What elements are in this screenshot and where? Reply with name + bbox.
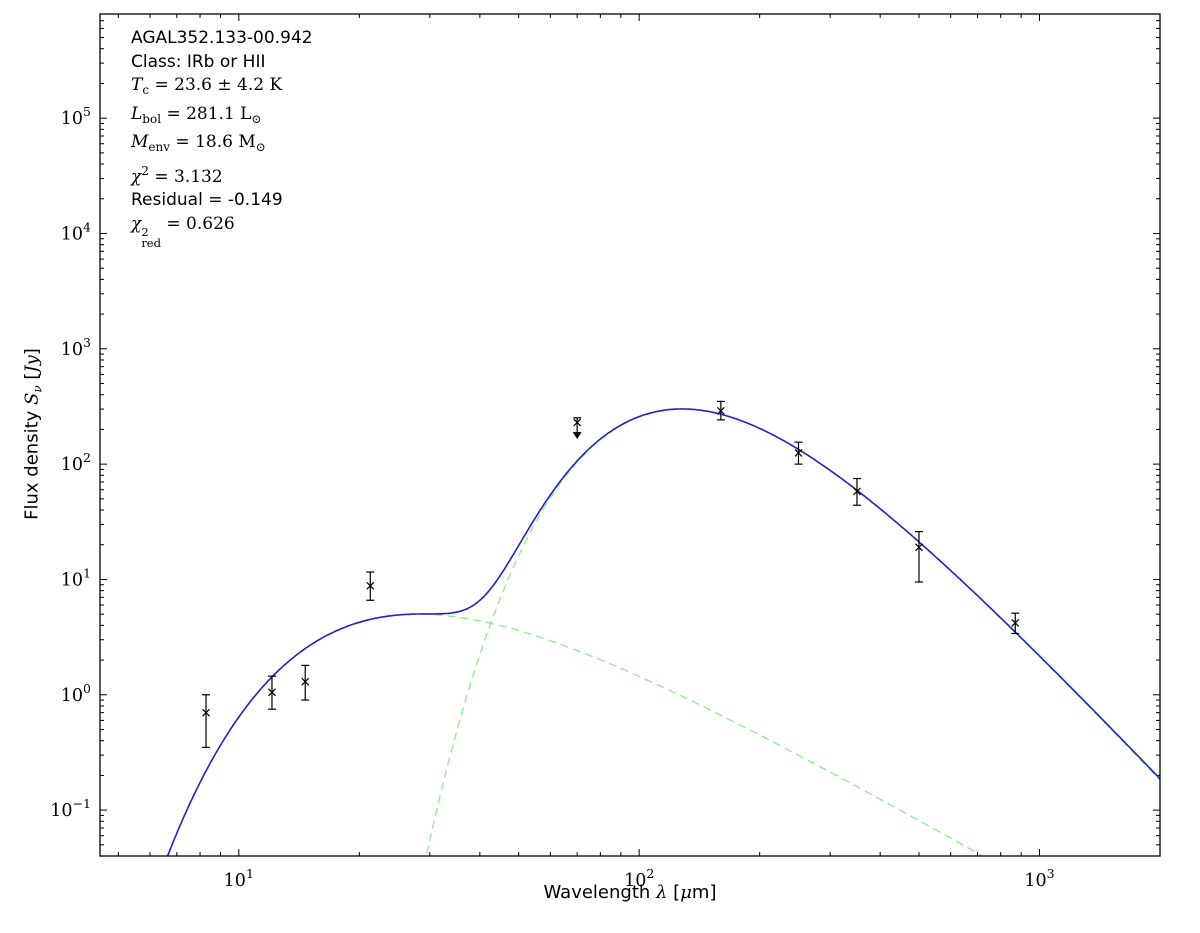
- menv-value: = 18.6 M: [170, 132, 256, 152]
- x-tick-label: 103: [1024, 866, 1054, 891]
- data-points: [202, 400, 1020, 748]
- data-point: [852, 477, 861, 506]
- y-tick-label: 100: [61, 681, 91, 706]
- chi2red-value: = 0.626: [160, 213, 235, 234]
- temperature-line: Tc = 23.6 ± 4.2 K: [131, 74, 313, 103]
- sun-symbol: ⊙: [255, 140, 266, 154]
- chi-exponent: 2: [141, 224, 149, 239]
- data-point: [301, 664, 310, 701]
- data-point: [716, 400, 725, 421]
- fit-info-block: AGAL352.133-00.942 Class: IRb or HII Tc …: [131, 27, 313, 249]
- down-arrow-icon: [572, 432, 582, 440]
- y-tick-label: 102: [61, 450, 91, 475]
- model-curves: [166, 408, 1160, 856]
- y-tick-label: 105: [61, 104, 91, 129]
- x-tick-label: 102: [624, 866, 654, 891]
- chi2red-supsub: 2 red: [141, 224, 161, 250]
- tick-marks: [100, 13, 1161, 857]
- lambda-symbol: λ: [656, 882, 668, 903]
- x-tick-label: 101: [224, 866, 254, 891]
- data-point: [202, 694, 211, 748]
- lbol-subscript: bol: [142, 111, 162, 126]
- y-tick-label: 101: [61, 566, 91, 591]
- x-axis-label: Wavelength λ [μm]: [543, 882, 717, 903]
- tc-symbol: T: [131, 75, 143, 95]
- data-point: [1011, 612, 1020, 635]
- data-point: [914, 530, 923, 583]
- chi2red-line: χ 2 red = 0.626: [131, 213, 313, 249]
- data-point: [794, 441, 803, 465]
- lbol-symbol: L: [131, 103, 143, 124]
- menv-subscript: env: [148, 140, 171, 154]
- tick-labels: 101 102 103 10−1 100 101 102 103 104 105: [50, 104, 1054, 891]
- model-total: [166, 408, 1160, 856]
- residual-line: Residual = -0.149: [131, 190, 283, 210]
- source-name: AGAL352.133-00.942: [131, 28, 313, 48]
- sun-symbol: ⊙: [251, 111, 262, 126]
- lbol-value: = 281.1 L: [161, 103, 252, 124]
- flux-symbol: S: [21, 392, 43, 405]
- data-point: [267, 675, 276, 710]
- mu-symbol: μ: [680, 882, 692, 903]
- chi2-line: χ2 = 3.132: [131, 160, 313, 190]
- nu-subscript: ν: [30, 385, 45, 393]
- upper-limit-point: [572, 417, 582, 440]
- y-tick-label: 10−1: [50, 796, 91, 821]
- menv-symbol: M: [131, 132, 149, 152]
- y-tick-label: 103: [61, 335, 91, 360]
- chi-symbol: χ: [131, 166, 142, 187]
- tc-subscript: c: [142, 83, 150, 97]
- chi-subscript: red: [141, 235, 161, 250]
- y-axis-label: Flux density Sν [Jy]: [21, 348, 45, 520]
- tc-value: = 23.6 ± 4.2 K: [149, 75, 283, 95]
- class-line: Class: IRb or HII: [131, 51, 266, 72]
- ylabel-text: Flux density: [21, 404, 43, 520]
- menv-line: Menv = 18.6 M⊙: [131, 131, 313, 160]
- data-point: [366, 571, 375, 601]
- y-tick-label: 104: [61, 220, 91, 245]
- axes-frame: [99, 13, 1161, 857]
- chi2-value: = 3.132: [148, 166, 223, 187]
- xlabel-text: Wavelength: [543, 882, 657, 903]
- jansky-unit: Jy: [21, 355, 43, 373]
- lbol-line: Lbol = 281.1 L⊙: [131, 103, 313, 132]
- chi-symbol: χ: [131, 213, 142, 234]
- chi-exponent: 2: [141, 163, 149, 178]
